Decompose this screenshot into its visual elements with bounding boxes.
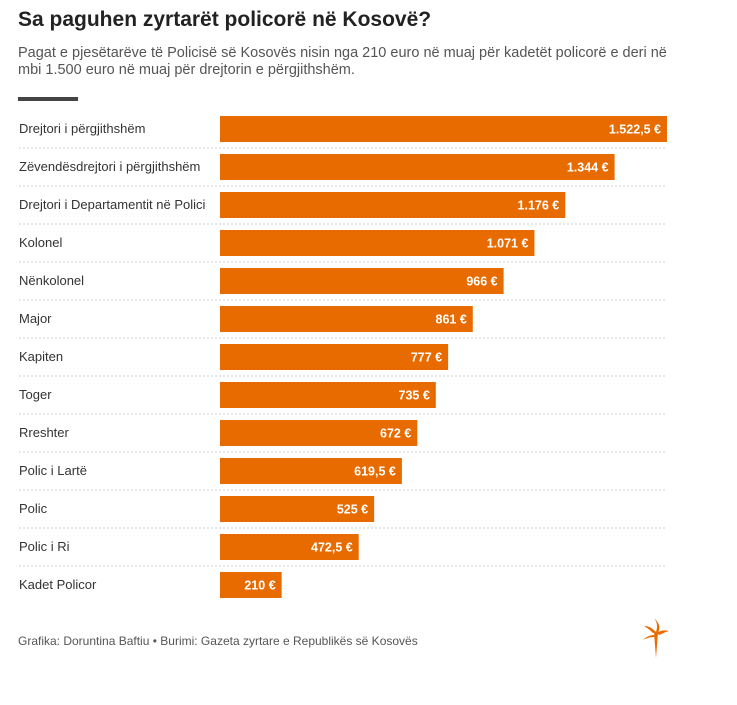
chart-title: Sa paguhen zyrtarët policorë në Kosovë? xyxy=(18,8,432,31)
chart-subtitle: Pagat e pjesëtarëve të Policisë së Kosov… xyxy=(18,45,667,78)
category-label: Drejtori i Departamentit në Polici xyxy=(19,197,206,212)
value-label: 672 € xyxy=(380,427,411,441)
bar xyxy=(220,116,667,142)
category-label: Kapiten xyxy=(19,349,63,364)
bar xyxy=(220,420,418,446)
bar xyxy=(220,496,375,522)
bar xyxy=(220,268,504,294)
bar xyxy=(220,572,282,598)
value-label: 777 € xyxy=(411,351,442,365)
title-divider xyxy=(18,97,78,101)
category-label: Kadet Policor xyxy=(19,577,97,592)
bar xyxy=(220,344,449,370)
value-label: 966 € xyxy=(466,275,497,289)
category-label: Toger xyxy=(19,387,52,402)
category-label: Major xyxy=(19,311,52,326)
source-credit: Grafika: Doruntina Baftiu • Burimi: Gaze… xyxy=(18,634,418,648)
value-label: 735 € xyxy=(399,389,430,403)
category-label: Zëvendësdrejtori i përgjithshëm xyxy=(19,159,200,174)
value-label: 619,5 € xyxy=(354,465,396,479)
value-label: 210 € xyxy=(244,579,275,593)
bar xyxy=(220,382,436,408)
category-label: Polic i Ri xyxy=(19,539,70,554)
category-label: Polic i Lartë xyxy=(19,463,87,478)
category-label: Kolonel xyxy=(19,235,62,250)
value-label: 525 € xyxy=(337,503,368,517)
category-label: Rreshter xyxy=(19,425,70,440)
category-label: Drejtori i përgjithshëm xyxy=(19,121,145,136)
value-label: 1.071 € xyxy=(487,237,529,251)
rfe-torch-logo xyxy=(643,618,669,658)
bar xyxy=(220,154,615,180)
value-label: 1.344 € xyxy=(567,161,609,175)
bar-chart: Drejtori i përgjithshëm 1.522,5 € Zëvendës… xyxy=(19,116,667,598)
bar xyxy=(220,306,473,332)
value-label: 1.522,5 € xyxy=(609,123,661,137)
bar xyxy=(220,458,402,484)
value-label: 1.176 € xyxy=(518,199,560,213)
value-label: 861 € xyxy=(436,313,467,327)
category-label: Polic xyxy=(19,501,48,516)
bar xyxy=(220,192,566,218)
value-label: 472,5 € xyxy=(311,541,353,555)
bar xyxy=(220,230,535,256)
category-label: Nënkolonel xyxy=(19,273,84,288)
bar xyxy=(220,534,359,560)
